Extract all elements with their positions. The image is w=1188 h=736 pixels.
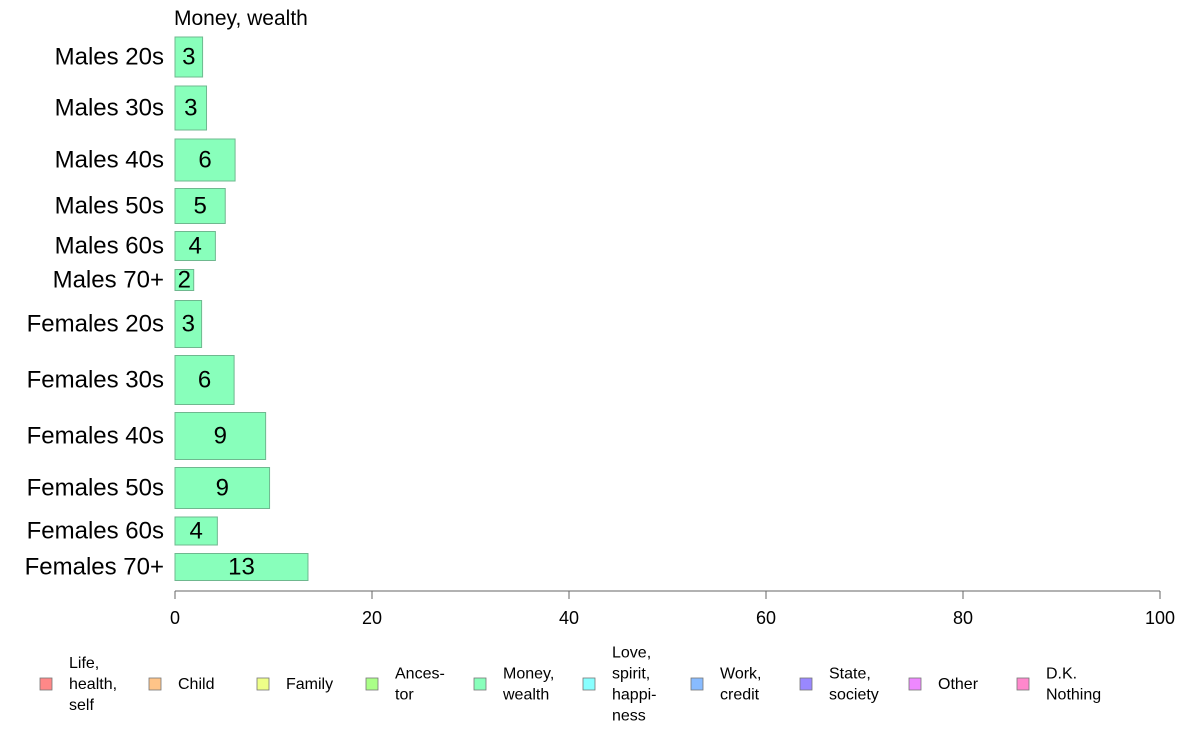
legend-swatch bbox=[39, 677, 53, 691]
legend: Life, health, self Child Family Ances-tor Mone… bbox=[39, 644, 1101, 724]
bar bbox=[174, 188, 226, 224]
legend-label: Ances-tor bbox=[395, 665, 445, 703]
category-label: Males 40s bbox=[55, 147, 164, 174]
bar bbox=[174, 300, 203, 348]
bar-value-label: 13 bbox=[228, 554, 255, 581]
legend-swatch bbox=[690, 677, 704, 691]
bars-group: Males 20s 3 Males 30s 3 Males 40s 6 Males 50s 5… bbox=[25, 36, 309, 581]
category-label: Males 20s bbox=[55, 44, 164, 71]
bar-value-label: 3 bbox=[182, 311, 195, 338]
bar bbox=[174, 553, 309, 581]
bar-value-label: 2 bbox=[178, 267, 191, 294]
bar-value-label: 9 bbox=[216, 475, 229, 502]
bar-value-label: 9 bbox=[214, 423, 227, 450]
category-label: Males 70+ bbox=[53, 267, 164, 294]
legend-label: D.K. Nothing bbox=[1046, 665, 1101, 703]
bar bbox=[174, 231, 216, 261]
bar-value-label: 3 bbox=[184, 95, 197, 122]
x-tick-label: 40 bbox=[559, 608, 579, 628]
x-tick-label: 0 bbox=[170, 608, 180, 628]
bar-value-label: 3 bbox=[182, 44, 195, 71]
legend-swatch bbox=[473, 677, 487, 691]
bar bbox=[174, 516, 218, 546]
bar-value-label: 4 bbox=[189, 518, 202, 545]
legend-label: Life, health, self bbox=[69, 655, 117, 714]
x-tick-label: 80 bbox=[953, 608, 973, 628]
category-label: Males 60s bbox=[55, 233, 164, 260]
legend-swatch bbox=[148, 677, 162, 691]
legend-swatch bbox=[365, 677, 379, 691]
bar bbox=[174, 36, 204, 78]
category-label: Males 30s bbox=[55, 95, 164, 122]
legend-swatch bbox=[582, 677, 596, 691]
bar-value-label: 4 bbox=[189, 233, 202, 260]
legend-label: State, society bbox=[829, 665, 879, 703]
legend-label: Money, wealth bbox=[502, 665, 554, 703]
bar-value-label: 5 bbox=[193, 193, 206, 220]
category-label: Females 50s bbox=[27, 475, 164, 502]
bar-value-label: 6 bbox=[198, 367, 211, 394]
x-tick-label: 100 bbox=[1145, 608, 1175, 628]
legend-swatch bbox=[799, 677, 813, 691]
bar bbox=[174, 467, 271, 509]
x-tick-label: 60 bbox=[756, 608, 776, 628]
legend-label: Love, spirit, happi-ness bbox=[612, 644, 656, 724]
bar bbox=[174, 355, 235, 405]
legend-label: Work, credit bbox=[720, 665, 761, 703]
legend-swatch bbox=[256, 677, 270, 691]
chart-title: Money, wealth bbox=[174, 7, 308, 30]
category-label: Females 30s bbox=[27, 367, 164, 394]
category-label: Females 70+ bbox=[25, 554, 164, 581]
x-tick-label: 20 bbox=[362, 608, 382, 628]
category-label: Males 50s bbox=[55, 193, 164, 220]
legend-label: Other bbox=[938, 676, 979, 693]
bar bbox=[174, 412, 267, 460]
legend-label: Child bbox=[178, 676, 214, 693]
bar bbox=[174, 269, 195, 291]
legend-swatch bbox=[908, 677, 922, 691]
bar-value-label: 6 bbox=[198, 147, 211, 174]
x-axis: 0 20 40 60 80 100 bbox=[170, 590, 1175, 628]
bar bbox=[174, 138, 236, 182]
legend-label: Family bbox=[286, 676, 333, 693]
category-label: Females 20s bbox=[27, 311, 164, 338]
category-label: Females 60s bbox=[27, 518, 164, 545]
category-label: Females 40s bbox=[27, 423, 164, 450]
bar bbox=[174, 85, 208, 131]
legend-swatch bbox=[1016, 677, 1030, 691]
